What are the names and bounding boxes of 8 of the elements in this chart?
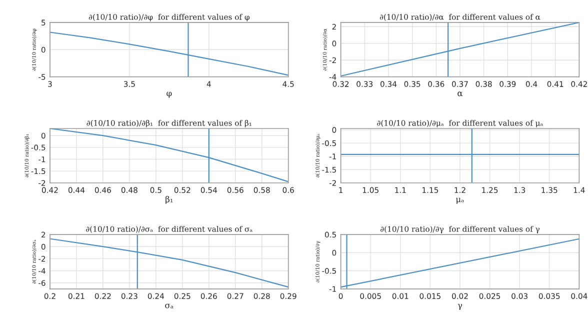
line-series xyxy=(50,128,288,182)
x-axis-title: γ xyxy=(458,304,462,310)
x-axis-title: α xyxy=(458,92,463,96)
x-axis-title: μₐ xyxy=(456,198,464,204)
line-series xyxy=(50,238,288,288)
x-axis-title: σₐ xyxy=(165,304,174,308)
x-axis-title: φ xyxy=(166,92,172,98)
x-axis-title: β₁ xyxy=(166,196,173,204)
